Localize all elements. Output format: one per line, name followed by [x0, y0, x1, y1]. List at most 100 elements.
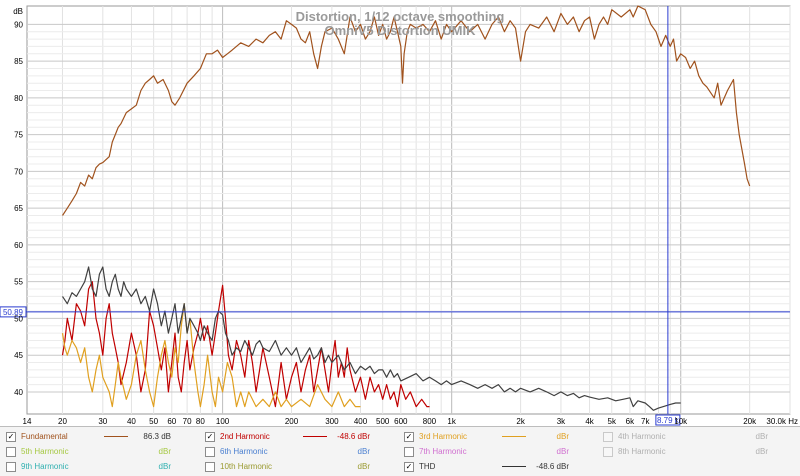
legend-item-fundamental: ✓ Fundamental 86.3 dB: [6, 429, 196, 444]
legend-label: 6th Harmonic: [220, 447, 268, 456]
legend-label: Fundamental: [21, 432, 68, 441]
cursor-y-box: [0, 306, 27, 318]
x-tick-label: 2k: [516, 417, 525, 426]
x-tick-label: 500: [376, 417, 390, 426]
series-line-fundamental: [61, 5, 751, 216]
x-tick-label: 60: [167, 417, 176, 426]
legend-label: 2nd Harmonic: [220, 432, 270, 441]
legend-checkbox-9th-harmonic[interactable]: [6, 462, 16, 472]
x-tick-label: 10k: [674, 417, 688, 426]
x-tick-label: 7k: [641, 417, 650, 426]
legend-item-7th-harmonic: 7th Harmonic dBr: [404, 444, 594, 459]
y-axis-label: dB: [13, 7, 23, 16]
y-tick-label: 90: [14, 20, 23, 29]
y-tick-label: 55: [14, 278, 23, 287]
legend-checkbox-4th-harmonic[interactable]: [603, 432, 613, 442]
legend-label: 4th Harmonic: [618, 432, 666, 441]
x-tick-label: 400: [354, 417, 368, 426]
chart-subtitle: OmniV5 Distortion UMIK: [325, 23, 477, 38]
x-tick-label: 300: [325, 417, 339, 426]
x-tick-label: 14: [23, 417, 32, 426]
legend-swatch: [502, 436, 526, 437]
legend-checkbox-2nd-harmonic[interactable]: ✓: [205, 432, 215, 442]
legend-checkbox-8th-harmonic[interactable]: [603, 447, 613, 457]
x-tick-label: 30: [98, 417, 107, 426]
legend-label: 5th Harmonic: [21, 447, 69, 456]
y-tick-label: 75: [14, 131, 23, 140]
x-tick-label: 20: [58, 417, 67, 426]
y-tick-label: 40: [14, 388, 23, 397]
cursor-x-readout: 8.79 k: [657, 416, 680, 425]
x-tick-label: 200: [285, 417, 299, 426]
legend-swatch: [104, 436, 128, 437]
x-tick-label: 80: [196, 417, 205, 426]
legend-value: dBr: [158, 447, 171, 456]
x-tick-label: 70: [183, 417, 192, 426]
legend-checkbox-6th-harmonic[interactable]: [205, 447, 215, 457]
y-tick-label: 65: [14, 204, 23, 213]
legend-item-thd: ✓ THD -48.6 dBr: [404, 459, 594, 474]
series-line-2nd-harmonic: [61, 281, 430, 408]
legend-item-5th-harmonic: 5th Harmonic dBr: [6, 444, 196, 459]
legend-label: 3rd Harmonic: [419, 432, 468, 441]
legend-item-3rd-harmonic: ✓ 3rd Harmonic dBr: [404, 429, 594, 444]
legend-checkbox-7th-harmonic[interactable]: [404, 447, 414, 457]
legend-item-8th-harmonic: 8th Harmonic dBr: [603, 444, 793, 459]
legend-panel: ✓ Fundamental 86.3 dB ✓ 2nd Harmonic -48.6 dB…: [0, 426, 800, 476]
x-tick-label: 5k: [608, 417, 617, 426]
legend-label: THD: [419, 462, 436, 471]
x-tick-label: 30.0k Hz: [766, 417, 798, 426]
y-tick-label: 45: [14, 351, 23, 360]
legend-label: 10th Harmonic: [220, 462, 273, 471]
legend-value: dBr: [556, 432, 569, 441]
chart-title: Distortion, 1/12 octave smoothing: [296, 9, 505, 24]
x-tick-label: 50: [149, 417, 158, 426]
legend-checkbox-fundamental[interactable]: ✓: [6, 432, 16, 442]
legend-item-2nd-harmonic: ✓ 2nd Harmonic -48.6 dBr: [205, 429, 395, 444]
legend-swatch: [502, 466, 526, 467]
legend-item-10th-harmonic: 10th Harmonic dBr: [205, 459, 395, 474]
legend-value: dBr: [755, 447, 768, 456]
series-line-thd: [61, 266, 681, 411]
x-tick-label: 4k: [585, 417, 594, 426]
legend-value: -48.6 dBr: [536, 462, 569, 471]
legend-item-9th-harmonic: 9th Harmonic dBr: [6, 459, 196, 474]
legend-label: 7th Harmonic: [419, 447, 467, 456]
legend-checkbox-5th-harmonic[interactable]: [6, 447, 16, 457]
x-tick-label: 40: [127, 417, 136, 426]
y-tick-label: 60: [14, 241, 23, 250]
legend-value: dBr: [357, 447, 370, 456]
legend-value: dBr: [357, 462, 370, 471]
legend-item-6th-harmonic: 6th Harmonic dBr: [205, 444, 395, 459]
legend-checkbox-10th-harmonic[interactable]: [205, 462, 215, 472]
grid: [26, 5, 791, 415]
legend-value: 86.3 dB: [143, 432, 171, 441]
cursor-x-box: [655, 414, 681, 426]
plot-area: [26, 5, 791, 415]
legend-value: -48.6 dBr: [337, 432, 370, 441]
y-tick-label: 85: [14, 57, 23, 66]
legend-checkbox-thd[interactable]: ✓: [404, 462, 414, 472]
legend-label: 9th Harmonic: [21, 462, 69, 471]
legend-value: dBr: [556, 447, 569, 456]
x-tick-label: 600: [394, 417, 408, 426]
y-tick-label: 80: [14, 94, 23, 103]
cursor: 50.89 8.79 k: [0, 6, 790, 426]
legend-swatch: [303, 436, 327, 437]
legend-label: 8th Harmonic: [618, 447, 666, 456]
legend-item-4th-harmonic: 4th Harmonic dBr: [603, 429, 793, 444]
legend-value: dBr: [158, 462, 171, 471]
y-tick-label: 50: [14, 314, 23, 323]
legend-checkbox-3rd-harmonic[interactable]: ✓: [404, 432, 414, 442]
x-tick-label: 1k: [447, 417, 456, 426]
legend-value: dBr: [755, 432, 768, 441]
x-tick-label: 800: [423, 417, 437, 426]
cursor-y-readout: 50.89: [3, 308, 24, 317]
y-tick-label: 70: [14, 167, 23, 176]
x-tick-label: 3k: [557, 417, 566, 426]
x-tick-label: 20k: [743, 417, 757, 426]
series-layer: [61, 5, 751, 411]
x-tick-label: 100: [216, 417, 230, 426]
x-tick-label: 6k: [626, 417, 635, 426]
